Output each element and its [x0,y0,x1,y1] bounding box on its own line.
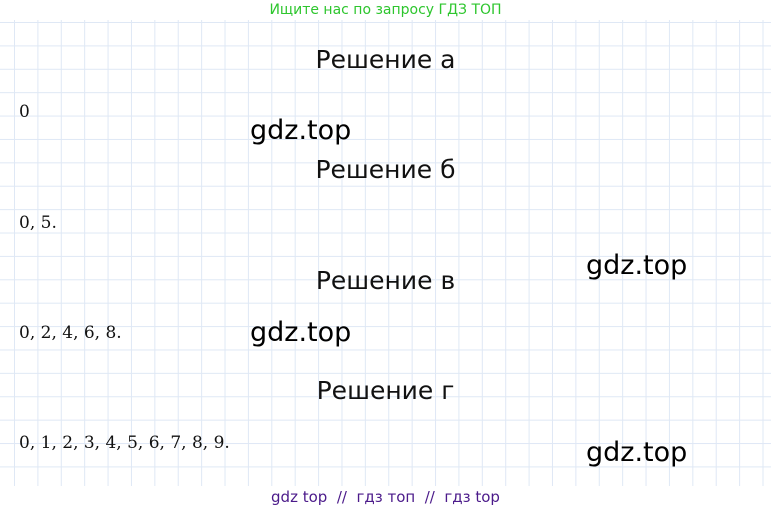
grid-background [0,20,771,486]
solution-a-answer: 0 [19,102,30,122]
solution-a-title: Решение а [315,45,456,74]
promo-text: Ищите нас по запросу ГДЗ ТОП [269,2,502,18]
watermark: gdz.top [250,115,352,146]
solution-g-title: Решение г [316,376,455,405]
watermark: gdz.top [250,317,352,348]
solution-v-title: Решение в [315,266,456,295]
solution-b-answer: 0, 5. [19,213,57,233]
solution-v-answer: 0, 2, 4, 6, 8. [19,323,122,343]
watermark: gdz.top [586,437,688,468]
watermark: gdz.top [586,250,688,281]
footer-text: gdz top // гдз топ // гдз top [271,488,500,506]
solution-b-title: Решение б [315,155,456,184]
solution-g-answer: 0, 1, 2, 3, 4, 5, 6, 7, 8, 9. [19,433,230,453]
